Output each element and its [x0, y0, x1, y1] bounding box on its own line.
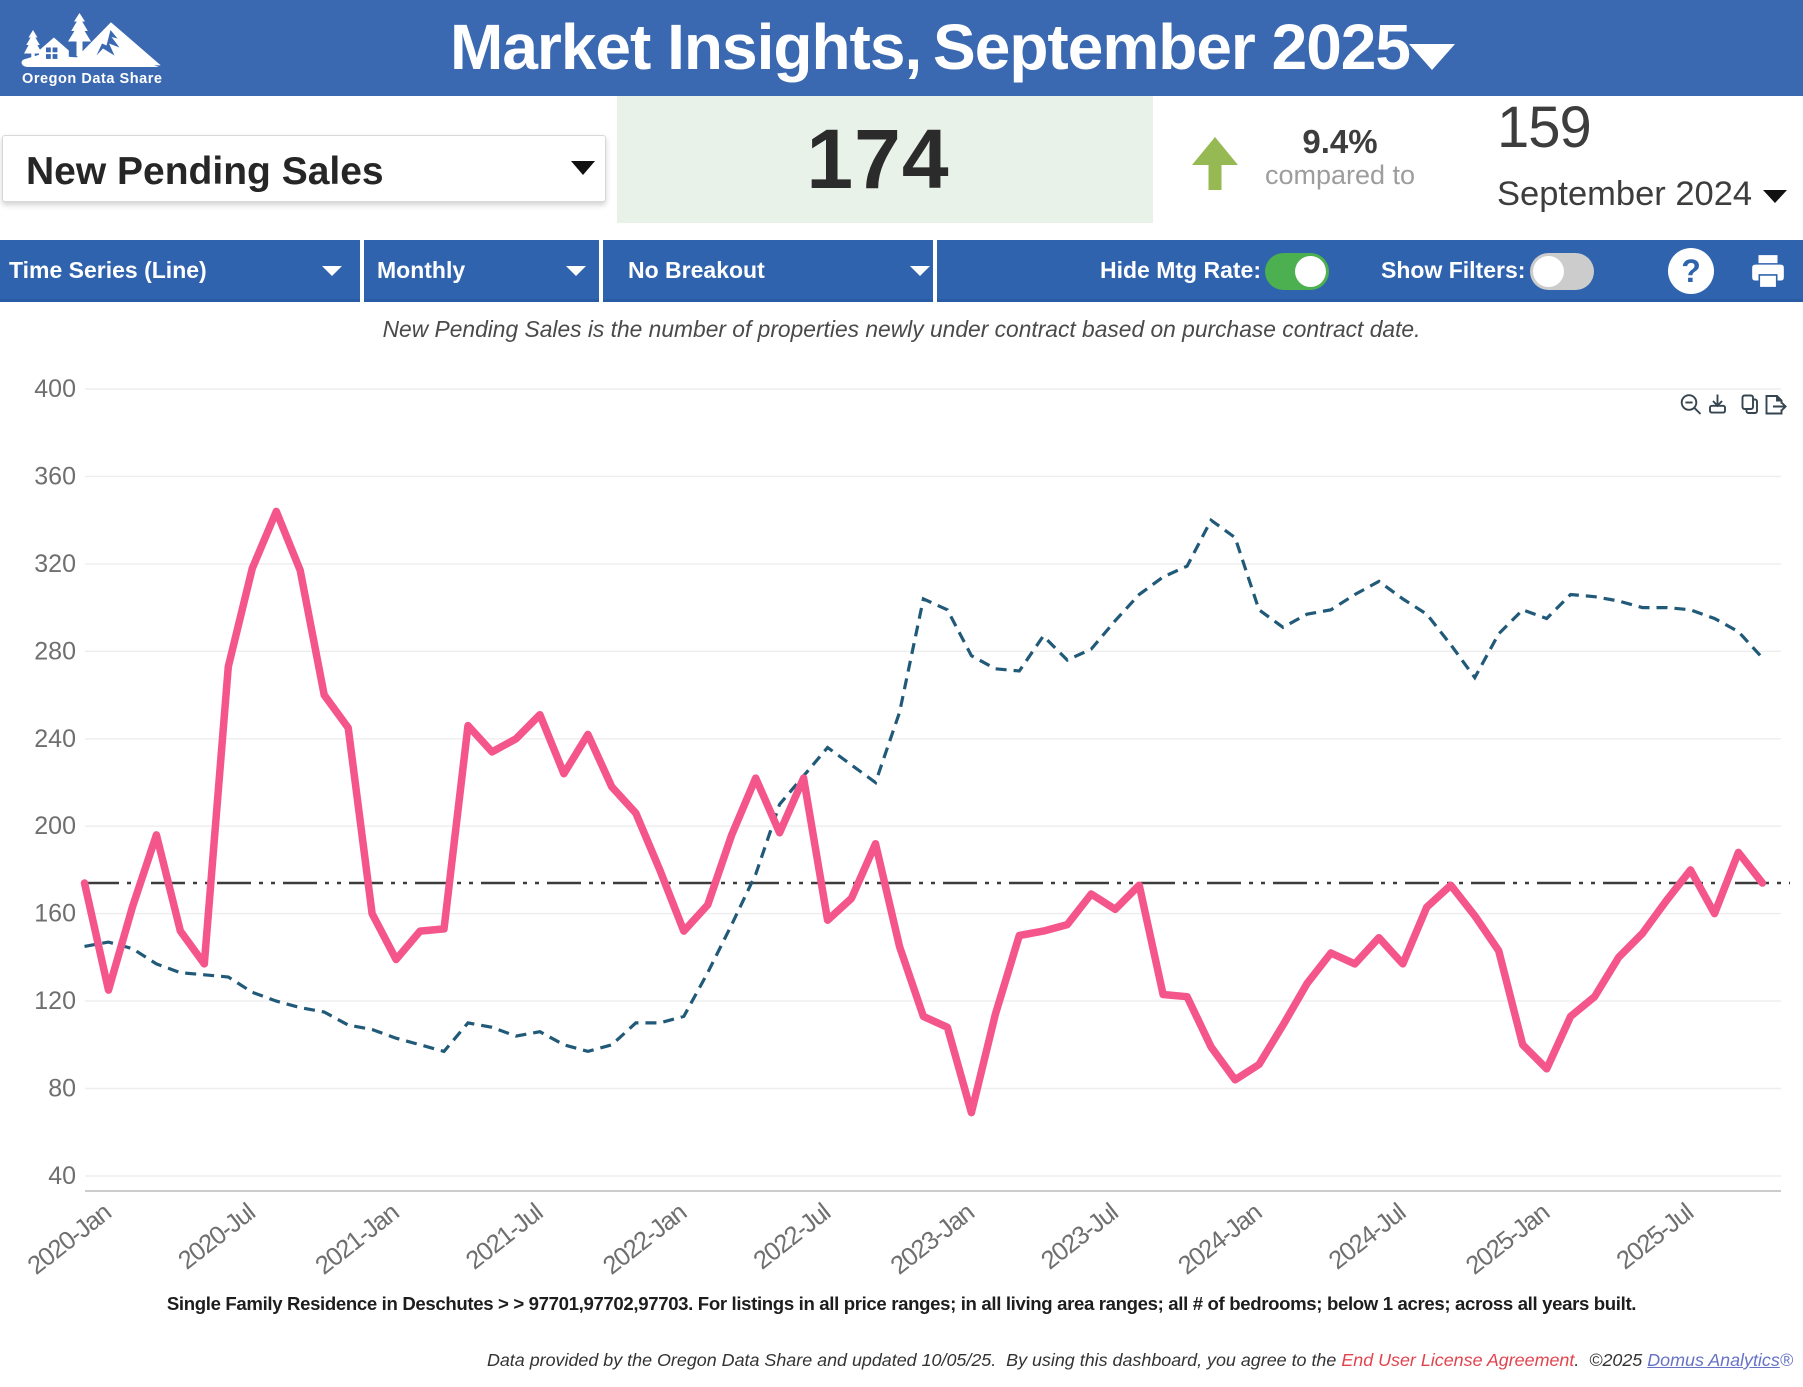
svg-text:2021-Jan: 2021-Jan: [310, 1199, 403, 1281]
svg-text:240: 240: [34, 725, 76, 753]
svg-text:2025-Jul: 2025-Jul: [1611, 1199, 1698, 1275]
svg-text:360: 360: [34, 462, 76, 490]
svg-text:2022-Jul: 2022-Jul: [748, 1199, 835, 1275]
svg-text:320: 320: [34, 550, 76, 578]
svg-text:400: 400: [34, 375, 76, 403]
svg-text:200: 200: [34, 812, 76, 840]
svg-text:280: 280: [34, 637, 76, 665]
svg-text:120: 120: [34, 987, 76, 1015]
svg-text:2023-Jul: 2023-Jul: [1036, 1199, 1123, 1275]
svg-text:2021-Jul: 2021-Jul: [461, 1199, 548, 1275]
svg-text:160: 160: [34, 900, 76, 928]
svg-text:2023-Jan: 2023-Jan: [886, 1199, 979, 1281]
svg-text:2022-Jan: 2022-Jan: [598, 1199, 691, 1281]
svg-text:40: 40: [48, 1162, 76, 1190]
svg-text:Oregon Data Share: Oregon Data Share: [22, 71, 162, 87]
svg-text:2020-Jul: 2020-Jul: [173, 1199, 260, 1275]
svg-text:2024-Jan: 2024-Jan: [1173, 1199, 1266, 1281]
svg-text:2025-Jan: 2025-Jan: [1461, 1199, 1554, 1281]
svg-text:2024-Jul: 2024-Jul: [1324, 1199, 1411, 1275]
svg-text:80: 80: [48, 1075, 76, 1103]
svg-text:2020-Jan: 2020-Jan: [23, 1199, 116, 1281]
